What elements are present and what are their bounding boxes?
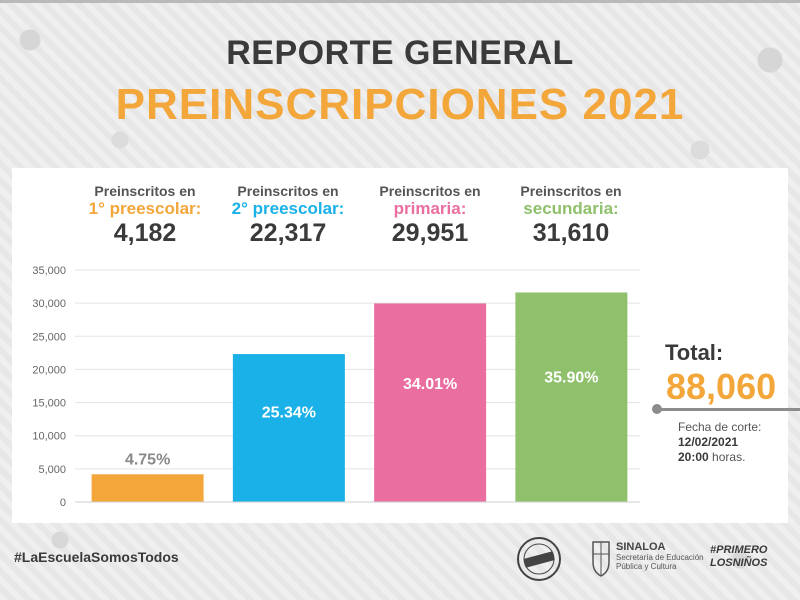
total-value: 88,060 [666, 366, 777, 407]
stat-label: Preinscritos en [94, 183, 196, 199]
y-tick-label: 25,000 [32, 331, 66, 343]
sinaloa-title: SINALOA [616, 541, 666, 553]
stat-value: 22,317 [249, 219, 327, 247]
enrollment-bar-chart: 0 5,000 10,000 15,000 20,000 25,000 30,000 35,0… [32, 265, 640, 509]
cutoff-suffix: horas. [712, 450, 746, 464]
sinaloa-logo: SINALOA Secretaría de Educación Pública … [590, 538, 704, 582]
sinaloa-shield-icon [592, 541, 610, 577]
total-divider-dot [652, 404, 662, 414]
bar-2 [232, 354, 345, 502]
y-tick-label: 15,000 [32, 398, 66, 410]
bar-data-label: 35.90% [544, 370, 598, 387]
bar-data-label: 34.01% [403, 376, 457, 393]
stat-category: 1° preescolar: [88, 199, 202, 218]
top-rule [0, 0, 800, 3]
stat-value: 4,182 [113, 219, 177, 247]
y-tick-label: 5,000 [38, 464, 66, 476]
y-tick-label: 0 [60, 497, 66, 509]
cutoff-info: Fecha de corte: 12/02/2021 20:00 horas. [678, 420, 761, 465]
stat-value: 31,610 [532, 219, 610, 247]
cutoff-time: 20:00 [678, 450, 709, 464]
stat-category: 2° preescolar: [231, 199, 345, 218]
stat-label: Preinscritos en [237, 183, 339, 199]
y-tick-label: 10,000 [32, 431, 66, 443]
bar-1 [91, 474, 204, 502]
primero-line2: LOSNIÑOS [710, 557, 768, 569]
sinaloa-subtitle: Secretaría de Educación Pública y Cultur… [616, 553, 704, 571]
stat-secundaria: Preinscritos en secundaria: 31,610 [496, 183, 646, 247]
y-tick-label: 30,000 [32, 298, 66, 310]
primero-los-ninos-logo: #PRIMERO LOSNIÑOS [710, 544, 767, 570]
stat-label: Preinscritos en [379, 183, 481, 199]
cutoff-label: Fecha de corte: [678, 420, 762, 434]
primero-line1: #PRIMERO [710, 544, 768, 556]
bar-data-label: 25.34% [262, 405, 316, 422]
stat-category: secundaria: [523, 199, 619, 218]
stat-2-preescolar: Preinscritos en 2° preescolar: 22,317 [213, 183, 363, 247]
y-tick-label: 35,000 [32, 265, 66, 277]
total-label: Total: [665, 340, 724, 365]
bar-data-label: 4.75% [125, 451, 170, 468]
stat-value: 29,951 [391, 219, 469, 247]
report-subtitle: PREINSCRIPCIONES 2021 [115, 80, 685, 129]
stat-label: Preinscritos en [520, 183, 622, 199]
stat-primaria: Preinscritos en primaria: 29,951 [355, 183, 505, 247]
bar-4 [515, 292, 628, 502]
sep-seal-icon [517, 537, 561, 581]
y-tick-label: 20,000 [32, 364, 66, 376]
stat-category: primaria: [393, 199, 467, 218]
hashtag-text: #LaEscuelaSomosTodos [14, 549, 179, 565]
total-divider [656, 408, 800, 411]
bar-3 [374, 303, 487, 502]
cutoff-date: 12/02/2021 [678, 435, 739, 449]
stat-1-preescolar: Preinscritos en 1° preescolar: 4,182 [70, 183, 220, 247]
report-title: REPORTE GENERAL [226, 34, 574, 72]
